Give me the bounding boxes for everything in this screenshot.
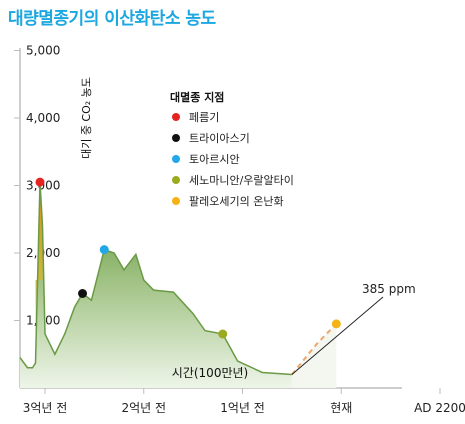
event-point [218, 329, 228, 339]
annotation-leader [291, 296, 384, 375]
annotation-label: 385 ppm [362, 282, 416, 296]
legend-swatch [172, 155, 180, 163]
event-point [78, 289, 88, 298]
legend-label: 세노마니안/우랄알타이 [189, 173, 294, 187]
legend-swatch [172, 176, 180, 184]
legend-label: 페름기 [189, 111, 219, 124]
x-tick-label: 1억년 전 [220, 401, 265, 415]
x-axis-title: 시간(100만년) [172, 366, 248, 380]
event-point [331, 319, 341, 329]
x-tick-label: AD 2200 [414, 401, 465, 415]
legend-swatch [172, 113, 180, 121]
legend-label: 팔레오세기의 온난화 [189, 195, 284, 208]
y-tick-label: 5,000 [26, 44, 60, 58]
legend-swatch [172, 197, 180, 205]
labels: 385 ppm 시간(100만년) 대기 중 CO₂ 농도 [80, 77, 416, 380]
event-point [99, 245, 109, 255]
y-axis-title: 대기 중 CO₂ 농도 [80, 77, 93, 159]
event-points [35, 177, 341, 339]
y-tick-label: 3,000 [26, 179, 60, 193]
event-point [35, 177, 45, 187]
legend-label: 토아르시안 [189, 153, 240, 166]
x-tick-label: 2억년 전 [121, 401, 166, 415]
legend-label: 트라이아스기 [189, 132, 250, 145]
x-tick-label: 현재 [330, 401, 352, 415]
peak-highlight [35, 182, 43, 364]
x-tick-label: 3억년 전 [23, 401, 68, 415]
legend-title: 대멸종 지점 [170, 90, 224, 104]
co2-area [20, 182, 292, 388]
legend-swatch [172, 134, 180, 142]
projection-line [291, 323, 338, 376]
y-tick-label: 4,000 [26, 111, 60, 125]
chart-title: 대량멸종기의 이산화탄소 농도 [8, 9, 216, 29]
area-layer [20, 182, 337, 388]
